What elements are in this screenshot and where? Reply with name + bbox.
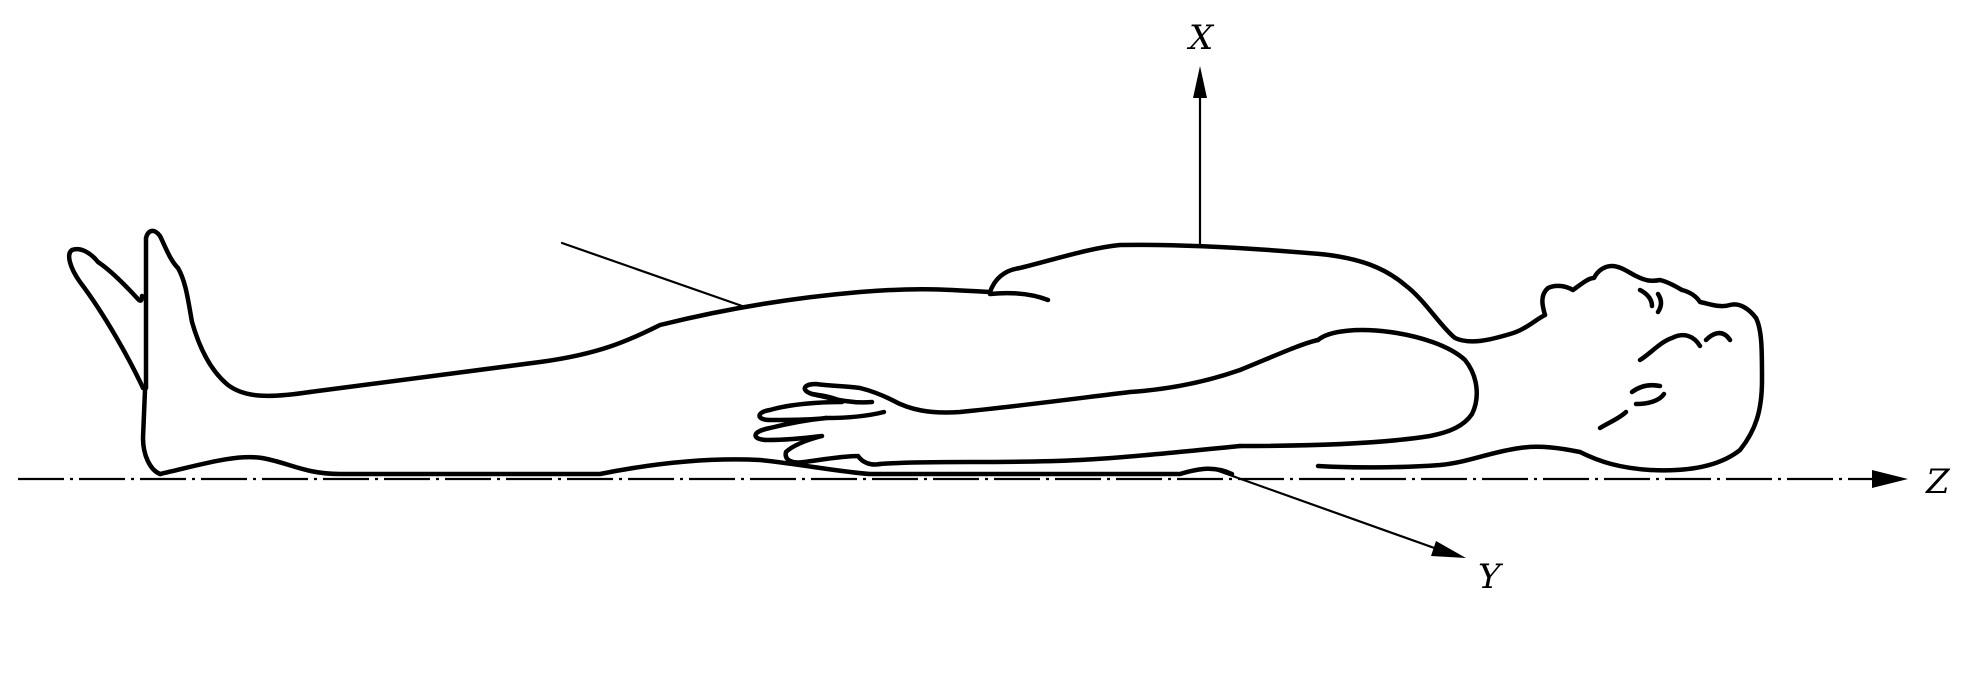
hand-detail	[809, 391, 887, 421]
forearm-lower-contour	[877, 443, 1243, 467]
raised-foot-back	[143, 228, 313, 399]
x-axis-arrowhead	[1193, 66, 1207, 98]
arm-top-contour	[889, 337, 1321, 415]
y-axis-line	[1209, 466, 1441, 552]
face-profile	[1540, 263, 1759, 321]
z-axis-arrowhead	[1872, 470, 1908, 488]
y-axis-arrowhead	[1431, 541, 1466, 558]
hip-crease	[987, 290, 1051, 303]
raised-foot-front	[67, 246, 146, 391]
z-axis-label: Z	[1925, 462, 1951, 502]
y-axis-label: Y	[1478, 557, 1504, 597]
jaw-detail	[1597, 383, 1667, 431]
ear-detail	[1637, 330, 1733, 363]
x-axis-label: X	[1186, 18, 1215, 58]
eye-detail	[1637, 287, 1664, 315]
hand-outline	[753, 381, 895, 467]
head-back	[1315, 315, 1765, 473]
human-body-outline	[67, 228, 1765, 477]
arm-upper-contour	[1237, 327, 1479, 449]
foot-outline	[140, 387, 163, 477]
leader-line	[560, 241, 747, 309]
torso-top-contour	[987, 242, 1548, 344]
body-bottom-contour	[157, 454, 1235, 477]
leg-top-contour	[307, 287, 993, 395]
